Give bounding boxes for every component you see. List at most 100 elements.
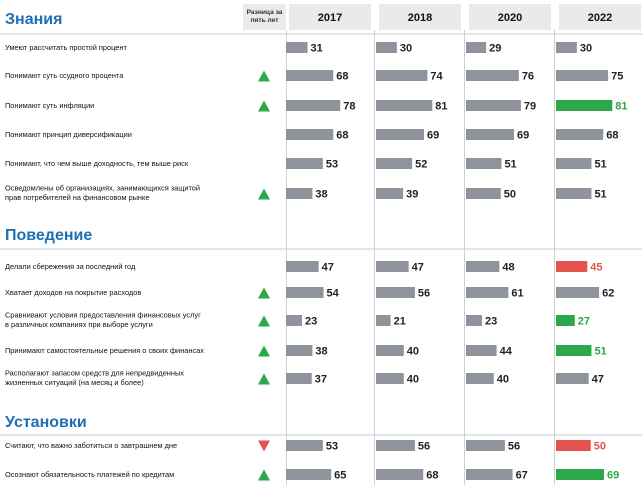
trend-down-icon <box>258 440 270 452</box>
year-header: 2022 <box>588 12 612 24</box>
bar <box>376 129 424 140</box>
bar <box>286 158 323 169</box>
data-label: 76 <box>522 71 534 83</box>
bar <box>556 315 575 326</box>
bar <box>556 261 588 272</box>
bar <box>376 158 413 169</box>
data-label: 47 <box>592 374 604 386</box>
data-label: 45 <box>590 262 602 274</box>
data-label: 48 <box>502 262 514 274</box>
data-label: 40 <box>497 374 509 386</box>
bar <box>376 42 397 53</box>
data-label: 79 <box>524 101 536 113</box>
data-label: 75 <box>611 71 623 83</box>
data-label: 65 <box>334 470 346 482</box>
bar <box>466 158 502 169</box>
row-label: прав потребителей на финансовом рынке <box>5 193 149 202</box>
bar <box>556 469 604 480</box>
data-label: 56 <box>418 441 430 453</box>
row-label: Сравнивают условия предоставления финанс… <box>5 311 201 320</box>
bar <box>466 440 505 451</box>
data-label: 51 <box>594 189 606 201</box>
bar <box>376 373 404 384</box>
row-label: Осознают обязательность платежей по кред… <box>5 470 174 479</box>
data-label: 51 <box>504 159 516 171</box>
row-label: Понимают суть ссудного процента <box>5 71 124 80</box>
bar <box>376 261 409 272</box>
data-label: 81 <box>615 101 627 113</box>
bar <box>376 70 428 81</box>
bar <box>466 129 514 140</box>
bar <box>556 70 609 81</box>
trend-up-icon <box>258 70 270 82</box>
data-label: 81 <box>435 101 447 113</box>
data-label: 29 <box>489 43 501 55</box>
row-label: Располагают запасом средств для непредви… <box>5 369 184 378</box>
bar <box>466 261 500 272</box>
data-label: 50 <box>594 441 606 453</box>
row-label: Осведомлены об организациях, занимающихс… <box>5 184 200 193</box>
bar <box>376 100 433 111</box>
bar <box>556 373 589 384</box>
data-label: 68 <box>426 470 438 482</box>
bar <box>286 42 308 53</box>
bar <box>376 315 391 326</box>
bar <box>466 315 482 326</box>
data-label: 51 <box>594 346 606 358</box>
bar <box>286 287 324 298</box>
bar <box>466 42 487 53</box>
data-label: 47 <box>322 262 334 274</box>
data-label: 69 <box>517 130 529 142</box>
data-label: 61 <box>511 288 523 300</box>
year-header: 2020 <box>498 12 522 24</box>
trend-up-icon <box>258 469 270 481</box>
bar <box>556 100 613 111</box>
bar <box>376 345 404 356</box>
data-label: 62 <box>602 288 614 300</box>
bar <box>286 129 334 140</box>
header-cell-delta <box>243 4 286 30</box>
data-label: 69 <box>607 470 619 482</box>
trend-up-icon <box>258 287 270 299</box>
data-label: 30 <box>400 43 412 55</box>
section-title: Знания <box>5 11 62 28</box>
header-cell-year <box>469 4 551 30</box>
data-label: 68 <box>606 130 618 142</box>
bar <box>286 440 323 451</box>
row-label: Считают, что важно заботиться о завтрашн… <box>5 441 177 450</box>
data-label: 21 <box>394 316 406 328</box>
row-label: Умеют рассчитать простой процент <box>5 43 127 52</box>
bar <box>286 315 302 326</box>
bar <box>556 440 591 451</box>
bar <box>556 42 577 53</box>
bar <box>376 440 415 451</box>
data-label: 52 <box>415 159 427 171</box>
data-label: 53 <box>326 159 338 171</box>
bar <box>466 345 497 356</box>
data-label: 44 <box>500 346 513 358</box>
trend-up-icon <box>258 188 270 200</box>
year-header: 2018 <box>408 12 432 24</box>
bar <box>466 287 509 298</box>
year-header: 2017 <box>318 12 342 24</box>
bar <box>286 345 313 356</box>
header-delta-label: пять лет <box>251 17 280 24</box>
row-label: Принимают самостоятельные решения о свои… <box>5 346 204 355</box>
bar <box>556 129 604 140</box>
data-label: 67 <box>516 470 528 482</box>
row-label: Делали сбережения за последний год <box>5 262 136 271</box>
data-label: 54 <box>327 288 340 300</box>
bar <box>286 100 341 111</box>
data-label: 68 <box>336 71 348 83</box>
bar <box>286 188 313 199</box>
data-label: 30 <box>580 43 592 55</box>
data-label: 74 <box>430 71 443 83</box>
bar <box>466 188 501 199</box>
bar <box>556 345 592 356</box>
data-label: 23 <box>305 316 317 328</box>
data-label: 23 <box>485 316 497 328</box>
data-label: 69 <box>427 130 439 142</box>
section-title: Установки <box>5 414 87 431</box>
data-label: 39 <box>406 189 418 201</box>
